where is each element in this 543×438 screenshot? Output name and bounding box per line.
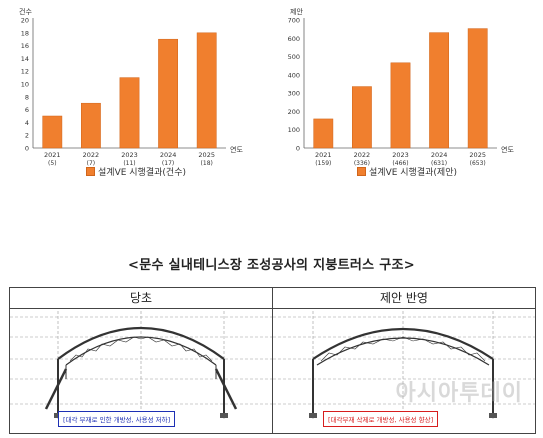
y-tick-label-proposals: 400 bbox=[288, 71, 300, 79]
x-tick-label-cases: 2025 bbox=[198, 151, 215, 159]
x-tick-label-cases: 2021 bbox=[44, 151, 61, 159]
y-tick-label-cases: 2 bbox=[25, 132, 29, 140]
x-sublabel-proposals: (336) bbox=[354, 160, 370, 167]
y-tick-label-cases: 12 bbox=[21, 68, 29, 76]
y-tick-label-cases: 16 bbox=[21, 42, 29, 50]
original-design-header: 당초 bbox=[10, 288, 272, 309]
truss-diagram-original bbox=[10, 311, 272, 419]
x-tick-label-cases: 2024 bbox=[160, 151, 177, 159]
x-sublabel-proposals: (159) bbox=[315, 160, 331, 167]
y-axis-label-proposals: 제안 bbox=[290, 7, 303, 16]
watermark: 아시아투데이 bbox=[395, 381, 523, 406]
x-sublabel-proposals: (653) bbox=[470, 160, 486, 167]
x-sublabel-cases: (18) bbox=[201, 160, 213, 167]
comparison-table: 당초 bbox=[9, 287, 536, 434]
bar-proposals-2025 bbox=[467, 28, 488, 149]
y-tick-label-cases: 0 bbox=[25, 145, 29, 153]
original-design-body: [대각 부재로 인한 개방성, 사용성 저하] bbox=[10, 309, 272, 433]
y-tick-label-proposals: 500 bbox=[288, 53, 300, 61]
legend-label-proposals: 설계VE 시행결과(제안) bbox=[369, 168, 457, 178]
y-tick-label-proposals: 0 bbox=[296, 145, 300, 153]
y-tick-label-cases: 10 bbox=[21, 81, 29, 89]
x-tick-label-cases: 2023 bbox=[121, 151, 138, 159]
x-sublabel-cases: (11) bbox=[123, 160, 135, 167]
bar-proposals-2023 bbox=[390, 62, 411, 149]
legend-proposals: 설계VE 시행결과(제안) bbox=[271, 165, 543, 178]
x-sublabel-proposals: (466) bbox=[392, 160, 408, 167]
truss-diagram-proposed bbox=[273, 311, 535, 419]
support-marks-proposed bbox=[309, 413, 497, 418]
x-tick-label-cases: 2022 bbox=[83, 151, 100, 159]
y-tick-label-proposals: 200 bbox=[288, 108, 300, 116]
y-tick-label-proposals: 300 bbox=[288, 90, 300, 98]
x-axis-label-cases: 연도 bbox=[230, 146, 243, 154]
x-sublabel-proposals: (631) bbox=[431, 160, 447, 167]
bar-proposals-2024 bbox=[429, 32, 449, 149]
bar-proposals-2021 bbox=[313, 118, 334, 149]
original-design-column: 당초 bbox=[10, 288, 273, 433]
legend-cases: 설계VE 시행결과(건수) bbox=[0, 165, 272, 178]
x-tick-label-proposals: 2023 bbox=[392, 151, 409, 159]
bar-chart-proposals-svg: 0100200300400500600700제안연도2021(159)2022(… bbox=[288, 7, 515, 167]
x-sublabel-cases: (7) bbox=[87, 160, 96, 167]
y-tick-label-proposals: 600 bbox=[288, 35, 300, 43]
bar-cases-2024 bbox=[158, 38, 178, 149]
bar-chart-cases-svg: 02468101214161820건수연도2021(5)2022(7)2023(… bbox=[19, 7, 243, 167]
x-sublabel-cases: (5) bbox=[48, 160, 57, 167]
proposed-design-body: [대각부재 삭제로 개방성, 사용성 향상] 아시아투데이 bbox=[273, 309, 535, 433]
bar-cases-2023 bbox=[119, 77, 140, 149]
x-tick-label-proposals: 2025 bbox=[469, 151, 486, 159]
y-tick-label-proposals: 100 bbox=[288, 126, 300, 134]
y-tick-label-cases: 14 bbox=[21, 55, 29, 63]
section-title: <문수 실내테니스장 조성공사의 지붕트러스 구조> bbox=[128, 258, 415, 273]
y-tick-label-cases: 20 bbox=[21, 17, 29, 25]
legend-label-cases: 설계VE 시행결과(건수) bbox=[98, 168, 186, 178]
x-sublabel-cases: (17) bbox=[162, 160, 174, 167]
y-axis-label-cases: 건수 bbox=[19, 7, 32, 16]
truss-proposed bbox=[312, 328, 494, 414]
y-tick-label-cases: 4 bbox=[25, 119, 29, 127]
truss-original bbox=[44, 326, 238, 414]
x-tick-label-proposals: 2021 bbox=[315, 151, 332, 159]
y-tick-label-cases: 8 bbox=[25, 93, 29, 101]
proposed-design-column: 제안 반영 bbox=[273, 288, 535, 433]
y-tick-label-proposals: 700 bbox=[288, 17, 300, 25]
bar-chart-proposals: 0 100 200 300 400 500 600 700 제안 연도 2021 (159) 2022(… bbox=[271, 0, 543, 190]
proposed-design-header: 제안 반영 bbox=[273, 288, 535, 309]
proposed-design-caption: [대각부재 삭제로 개방성, 사용성 향상] bbox=[323, 411, 439, 427]
x-axis-label-proposals: 연도 bbox=[501, 146, 514, 154]
y-tick-label-cases: 6 bbox=[25, 106, 29, 114]
original-design-caption: [대각 부재로 인한 개방성, 사용성 저하] bbox=[58, 411, 176, 427]
bar-cases-2021 bbox=[42, 115, 63, 149]
legend-swatch-proposals bbox=[357, 167, 367, 176]
bar-cases-2022 bbox=[81, 102, 101, 149]
x-tick-label-proposals: 2022 bbox=[354, 151, 371, 159]
x-tick-label-proposals: 2024 bbox=[431, 151, 448, 159]
legend-swatch-cases bbox=[86, 167, 96, 176]
y-tick-label-cases: 18 bbox=[21, 29, 29, 37]
bar-proposals-2022 bbox=[352, 86, 372, 149]
bar-cases-2025 bbox=[196, 32, 217, 149]
bar-chart-cases: 0 2 4 6 8 10 12 14 16 18 20 건수 연도 2021 (5) 2022 (7) 2023(… bbox=[0, 0, 272, 190]
